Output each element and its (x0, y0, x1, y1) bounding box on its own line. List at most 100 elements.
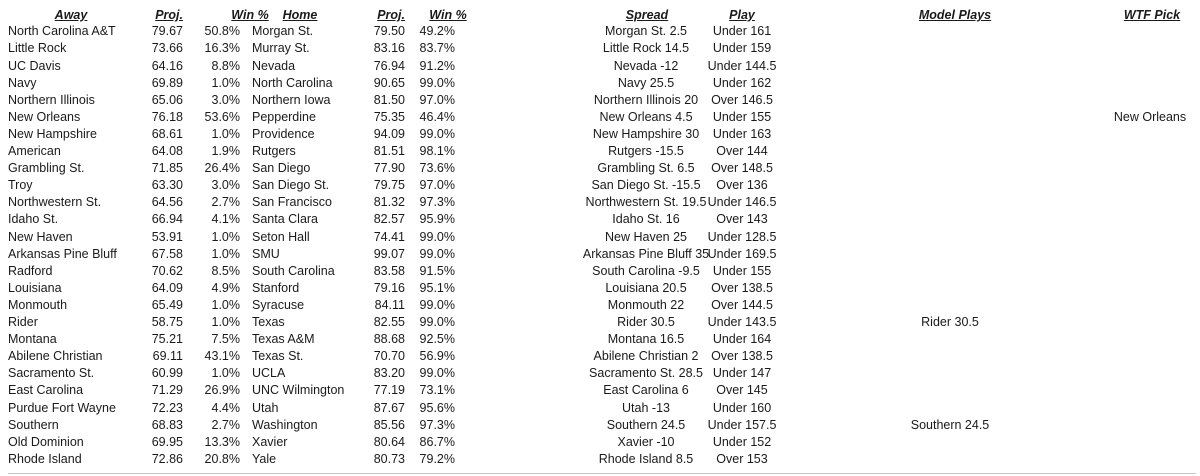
cell-home_proj[interactable]: 81.32 (373, 195, 405, 210)
cell-play[interactable]: Over 136 (716, 178, 768, 193)
cell-home_win[interactable]: 97.3% (419, 417, 455, 432)
cell-home_win[interactable]: 73.1% (419, 383, 455, 398)
cell-home[interactable]: Seton Hall (252, 229, 310, 244)
cell-away_proj[interactable]: 69.89 (151, 75, 183, 90)
cell-home_win[interactable]: 49.2% (419, 24, 455, 39)
cell-away_proj[interactable]: 64.16 (151, 58, 183, 73)
cell-away[interactable]: UC Davis (8, 58, 61, 73)
cell-play[interactable]: Under 159 (712, 41, 772, 56)
cell-home[interactable]: Syracuse (252, 297, 305, 312)
cell-spread[interactable]: Northern Illinois 20 (593, 92, 699, 107)
cell-home_proj[interactable]: 79.50 (373, 24, 405, 39)
cell-home[interactable]: Pepperdine (252, 109, 316, 124)
cell-spread[interactable]: Abilene Christian 2 (593, 349, 699, 364)
cell-home[interactable]: Stanford (252, 280, 300, 295)
cell-home_proj[interactable]: 83.58 (373, 263, 405, 278)
cell-spread[interactable]: New Haven 25 (605, 229, 687, 244)
cell-away_win[interactable]: 1.0% (211, 315, 241, 329)
cell-home_proj[interactable]: 80.64 (373, 434, 405, 449)
cell-away_proj[interactable]: 67.58 (151, 246, 183, 261)
cell-home_proj[interactable]: 90.65 (373, 75, 405, 90)
cell-away_proj[interactable]: 64.56 (151, 195, 183, 210)
cell-play[interactable]: Under 162 (712, 75, 772, 90)
cell-home[interactable]: Providence (252, 126, 315, 141)
cell-home[interactable]: Texas St. (252, 349, 304, 364)
cell-away[interactable]: New Hampshire (8, 126, 97, 141)
cell-home_win[interactable]: 79.2% (419, 451, 455, 466)
cell-home[interactable]: San Francisco (252, 195, 332, 210)
cell-spread[interactable]: Grambling St. 6.5 (597, 161, 695, 176)
cell-spread[interactable]: San Diego St. -15.5 (591, 178, 701, 193)
cell-home[interactable]: Yale (252, 451, 277, 466)
cell-away[interactable]: Louisiana (8, 280, 62, 295)
cell-away_win[interactable]: 16.3% (204, 41, 240, 56)
cell-spread[interactable]: Rider 30.5 (617, 315, 675, 329)
cell-away[interactable]: Rider (8, 315, 38, 329)
cell-home_proj[interactable]: 79.75 (373, 178, 405, 193)
cell-away[interactable]: East Carolina (8, 383, 84, 398)
cell-play[interactable]: Over 138.5 (711, 280, 773, 295)
cell-home_win[interactable]: 99.0% (419, 246, 455, 261)
cell-play[interactable]: Under 146.5 (707, 195, 777, 210)
column-header-spread[interactable]: Spread (625, 8, 669, 22)
cell-home_proj[interactable]: 83.16 (373, 41, 405, 56)
cell-play[interactable]: Under 147 (712, 366, 772, 381)
cell-home[interactable]: South Carolina (252, 263, 335, 278)
cell-home[interactable]: Texas A&M (252, 332, 315, 347)
cell-home_proj[interactable]: 81.50 (373, 92, 405, 107)
column-header-away_proj[interactable]: Proj. (155, 8, 183, 22)
cell-away_proj[interactable]: 69.11 (152, 349, 183, 364)
cell-away_win[interactable]: 2.7% (211, 417, 241, 432)
cell-home_win[interactable]: 97.3% (419, 195, 455, 210)
cell-home_proj[interactable]: 83.20 (373, 366, 405, 381)
cell-away_proj[interactable]: 53.91 (151, 229, 183, 244)
cell-away_win[interactable]: 2.7% (211, 195, 241, 210)
cell-home_win[interactable]: 91.2% (419, 58, 455, 73)
cell-away_proj[interactable]: 64.09 (151, 280, 183, 295)
cell-spread[interactable]: Little Rock 14.5 (602, 41, 690, 56)
cell-away_proj[interactable]: 58.75 (151, 315, 183, 329)
cell-away_win[interactable]: 1.0% (211, 126, 241, 141)
cell-away[interactable]: New Haven (8, 229, 73, 244)
cell-home[interactable]: North Carolina (252, 75, 333, 90)
cell-home_proj[interactable]: 74.41 (373, 229, 405, 244)
cell-away[interactable]: Sacramento St. (8, 366, 95, 381)
cell-away_proj[interactable]: 71.29 (151, 383, 183, 398)
cell-play[interactable]: Under 164 (712, 332, 772, 347)
cell-away[interactable]: New Orleans (8, 109, 81, 124)
column-header-home_win[interactable]: Win % (429, 8, 467, 22)
cell-home_proj[interactable]: 75.35 (373, 109, 405, 124)
cell-spread[interactable]: Arkansas Pine Bluff 35 (582, 246, 710, 261)
cell-play[interactable]: Under 169.5 (707, 246, 777, 261)
cell-home_win[interactable]: 73.6% (419, 161, 455, 176)
cell-away_win[interactable]: 1.0% (211, 75, 241, 90)
cell-away[interactable]: Northern Illinois (8, 92, 95, 107)
cell-away_proj[interactable]: 66.94 (151, 212, 183, 227)
cell-play[interactable]: Under 163 (712, 126, 772, 141)
cell-home_win[interactable]: 95.6% (419, 400, 455, 415)
cell-play[interactable]: Under 157.5 (707, 417, 777, 432)
cell-away_win[interactable]: 1.9% (211, 144, 241, 158)
cell-spread[interactable]: New Orleans 4.5 (599, 109, 693, 124)
cell-away_proj[interactable]: 72.23 (151, 400, 183, 415)
cell-away_win[interactable]: 7.5% (211, 332, 241, 347)
cell-home[interactable]: Washington (252, 417, 318, 432)
cell-home_win[interactable]: 86.7% (419, 434, 455, 449)
cell-away_proj[interactable]: 72.86 (151, 451, 183, 466)
cell-play[interactable]: Under 128.5 (707, 229, 777, 244)
cell-home_proj[interactable]: 88.68 (373, 332, 405, 347)
cell-spread[interactable]: Rhode Island 8.5 (598, 451, 694, 466)
cell-home[interactable]: Morgan St. (252, 24, 314, 39)
cell-play[interactable]: Under 152 (712, 434, 772, 449)
cell-spread[interactable]: Monmouth 22 (607, 297, 685, 312)
cell-away[interactable]: American (8, 144, 61, 158)
cell-spread[interactable]: New Hampshire 30 (592, 126, 700, 141)
cell-home[interactable]: Rutgers (252, 144, 296, 158)
cell-home[interactable]: San Diego St. (252, 178, 330, 193)
cell-home_proj[interactable]: 77.90 (373, 161, 405, 176)
cell-play[interactable]: Over 153 (716, 451, 768, 466)
cell-away_proj[interactable]: 71.85 (151, 161, 183, 176)
cell-away_win[interactable]: 13.3% (204, 434, 240, 449)
cell-away_proj[interactable]: 70.62 (151, 263, 183, 278)
cell-home[interactable]: Murray St. (252, 41, 310, 56)
